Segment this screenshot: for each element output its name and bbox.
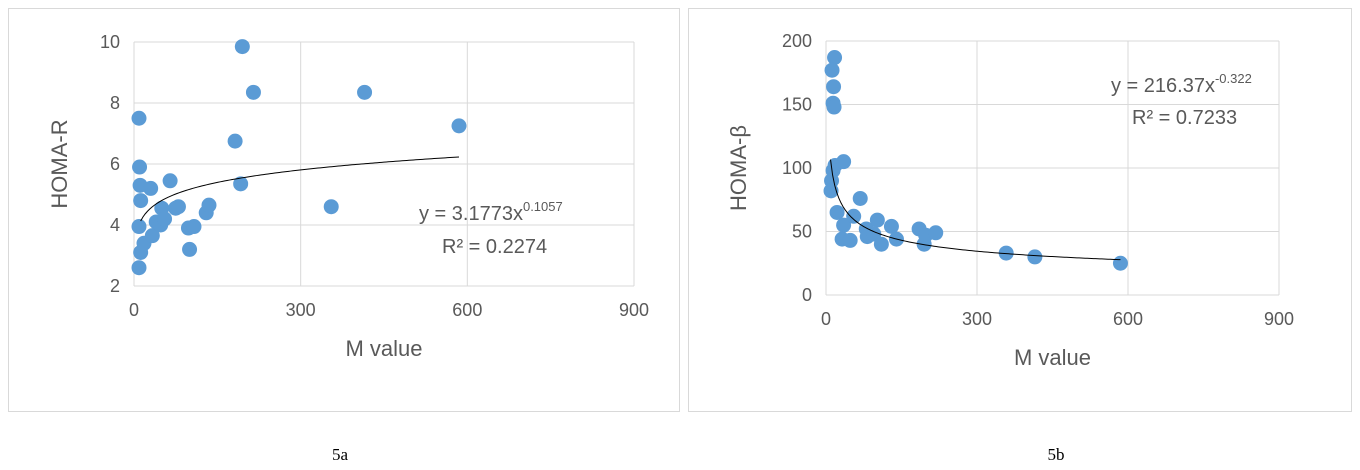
- x-tick-label: 600: [452, 300, 482, 320]
- figure-caption-5a: 5a: [331, 445, 349, 464]
- r-squared-label: R² = 0.2274: [442, 236, 547, 258]
- data-point: [131, 219, 147, 235]
- x-tick-label: 0: [129, 300, 139, 320]
- y-tick-label: 2: [110, 276, 120, 296]
- data-point: [852, 190, 868, 206]
- y-tick-label: 200: [782, 31, 812, 51]
- data-point: [846, 208, 862, 224]
- data-point: [869, 212, 885, 228]
- data-point: [162, 173, 178, 189]
- data-point: [157, 211, 173, 227]
- data-point: [357, 84, 373, 100]
- data-point: [182, 241, 198, 257]
- data-point: [323, 199, 339, 215]
- data-point: [170, 199, 186, 215]
- data-point: [829, 204, 845, 220]
- y-tick-label: 8: [110, 93, 120, 113]
- data-point: [143, 180, 159, 196]
- y-tick-label: 10: [100, 32, 120, 52]
- r-squared-label: R² = 0.7233: [1132, 107, 1237, 129]
- data-point: [998, 245, 1014, 261]
- data-point: [836, 217, 852, 233]
- data-point: [245, 84, 261, 100]
- data-point: [234, 39, 250, 55]
- data-point: [1027, 249, 1043, 265]
- x-tick-label: 900: [1264, 309, 1294, 329]
- data-point: [827, 50, 843, 66]
- y-tick-label: 4: [110, 215, 120, 235]
- data-point: [201, 197, 217, 213]
- y-tick-label: 6: [110, 154, 120, 174]
- data-point: [132, 159, 148, 175]
- data-point: [928, 225, 944, 241]
- data-point: [133, 193, 149, 209]
- trendline-equation: y = 3.1773x0.1057: [419, 199, 563, 225]
- figure-caption-5b: 5b: [1047, 445, 1065, 464]
- data-point: [451, 118, 467, 134]
- data-point: [883, 218, 899, 234]
- x-tick-label: 300: [962, 309, 992, 329]
- data-point: [826, 79, 842, 95]
- data-point: [873, 236, 889, 252]
- y-tick-label: 150: [782, 95, 812, 115]
- data-point: [836, 154, 852, 170]
- y-tick-label: 50: [792, 222, 812, 242]
- data-point: [824, 62, 840, 78]
- power-trendline: [830, 159, 1121, 261]
- data-point: [233, 176, 249, 192]
- data-point: [186, 219, 202, 235]
- scatter-chart-5b: 0 300 600 900 0 50 100 150 200 M value HOMA-β y = 2…: [726, 31, 1294, 370]
- data-point: [131, 260, 147, 276]
- data-point: [842, 232, 858, 248]
- scatter-chart-5a: 0 300 600 900 2 4 6 8 10 M value HOMA-R y = 3.1773x…: [47, 32, 649, 361]
- data-point: [144, 228, 160, 244]
- y-tick-label: 100: [782, 158, 812, 178]
- x-tick-label: 300: [286, 300, 316, 320]
- trendline-equation: y = 216.37x-0.322: [1111, 71, 1252, 97]
- x-axis-title: M value: [345, 336, 422, 361]
- x-tick-label: 900: [619, 300, 649, 320]
- y-tick-label: 0: [802, 285, 812, 305]
- y-axis-title: HOMA-β: [726, 125, 751, 211]
- data-point: [826, 99, 842, 115]
- power-trendline: [140, 156, 460, 222]
- data-point: [227, 133, 243, 149]
- x-tick-label: 0: [821, 309, 831, 329]
- x-tick-label: 600: [1113, 309, 1143, 329]
- x-axis-title: M value: [1014, 345, 1091, 370]
- chart-panel-5a: 0 300 600 900 2 4 6 8 10 M value HOMA-R y = 3.1773x…: [8, 8, 680, 412]
- chart-panel-5b: 0 300 600 900 0 50 100 150 200 M value HOMA-β y = 2…: [688, 8, 1352, 412]
- data-point: [131, 110, 147, 126]
- data-point: [1112, 255, 1128, 271]
- y-axis-title: HOMA-R: [47, 119, 72, 208]
